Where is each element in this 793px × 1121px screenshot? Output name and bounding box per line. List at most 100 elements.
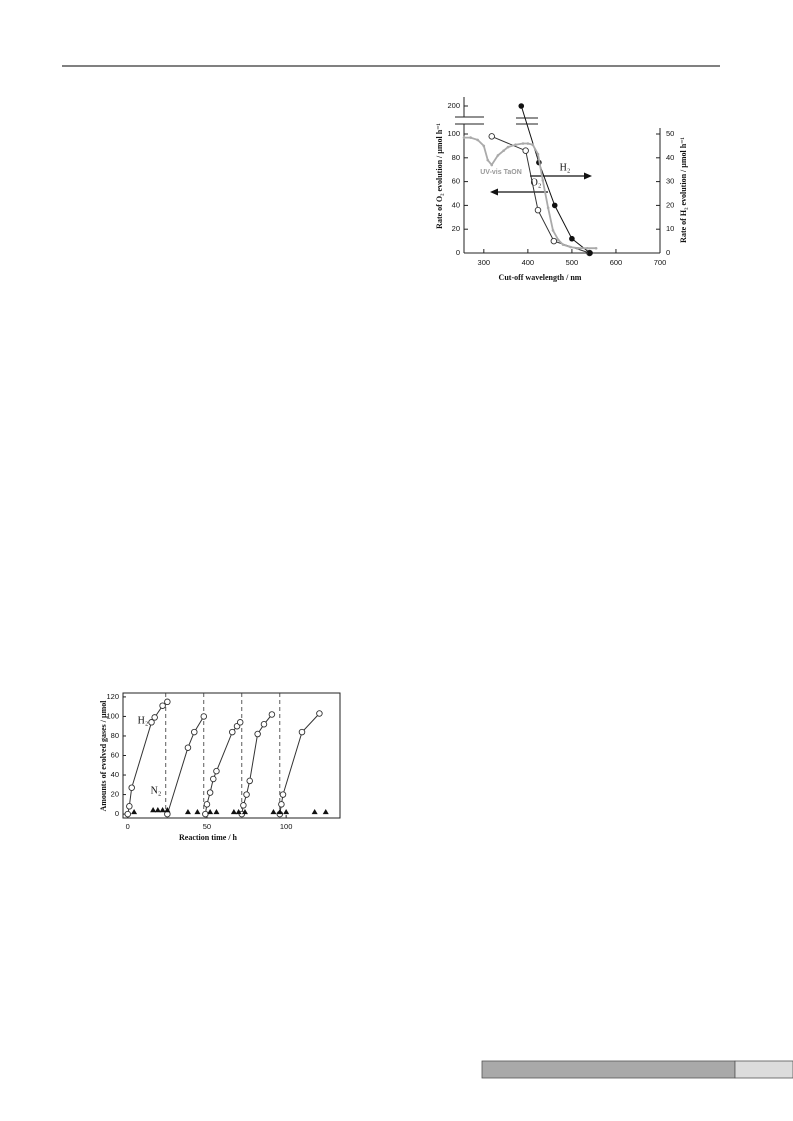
point <box>569 245 572 249</box>
x-tick-label: 100 <box>280 822 293 831</box>
point <box>260 721 268 728</box>
y-tick-label: 200 <box>447 101 460 110</box>
point <box>551 202 558 209</box>
point <box>128 784 135 791</box>
point <box>522 147 529 154</box>
arrow-head <box>490 188 498 196</box>
series-label: H₂ <box>560 162 571 173</box>
point <box>482 144 486 148</box>
y2-tick-label: 10 <box>666 224 674 233</box>
point <box>124 810 132 818</box>
point <box>283 808 290 815</box>
y-axis-title: Amounts of evolved gases / µmol <box>99 700 108 812</box>
y-tick-label: 40 <box>452 200 460 209</box>
point <box>536 152 540 156</box>
x-tick-label: 700 <box>654 258 667 267</box>
point <box>546 206 550 210</box>
point <box>526 142 530 145</box>
point <box>298 728 306 736</box>
point <box>569 235 575 242</box>
point <box>206 789 214 796</box>
point <box>556 238 560 242</box>
point <box>587 250 593 256</box>
point <box>159 702 166 709</box>
point <box>514 143 517 147</box>
point <box>541 179 545 182</box>
x-axis-title: Cut-off wavelength / nm <box>499 273 582 282</box>
point <box>213 767 220 775</box>
series-line <box>491 135 590 254</box>
chart-1: O₂ H₂ UV-vis TaON Cut-off wavelength / n… <box>435 97 688 282</box>
point <box>550 237 558 245</box>
point <box>586 246 589 250</box>
point <box>278 801 285 808</box>
point <box>164 698 171 706</box>
point <box>246 777 253 785</box>
plot-frame <box>122 692 341 819</box>
point <box>194 808 201 815</box>
point <box>561 243 565 246</box>
y-tick-label: 20 <box>452 224 460 233</box>
point <box>148 719 155 726</box>
point <box>531 143 535 147</box>
point <box>200 713 208 720</box>
series-label: UV-vis TaON <box>480 169 522 176</box>
point <box>191 728 198 736</box>
point <box>210 775 217 783</box>
x-tick-label: 300 <box>478 258 491 267</box>
point <box>518 103 525 109</box>
point <box>506 145 510 149</box>
point <box>241 808 248 815</box>
point <box>486 158 490 162</box>
chart-2: H₂ N₂ Reaction time / h Amounts of evolv… <box>99 692 341 842</box>
y-tick-label: 80 <box>111 731 119 740</box>
point <box>154 806 161 813</box>
x-tick-label: 50 <box>203 822 211 831</box>
point <box>551 229 555 232</box>
point <box>151 714 158 721</box>
y2-tick-label: 40 <box>666 153 674 162</box>
point <box>268 711 276 718</box>
point <box>521 142 525 145</box>
point <box>270 808 277 815</box>
point <box>488 133 495 140</box>
arrow-head <box>584 172 592 180</box>
series-label: N₂ <box>151 785 162 796</box>
footer-bar-end <box>734 1060 793 1079</box>
y2-tick-label: 20 <box>666 200 674 209</box>
point <box>126 803 133 810</box>
point <box>150 806 157 813</box>
point <box>469 136 472 139</box>
point <box>243 791 250 798</box>
y-tick-label: 80 <box>452 153 460 162</box>
y-tick-label: 0 <box>456 248 460 257</box>
y-tick-label: 100 <box>106 711 119 720</box>
y-tick-label: 100 <box>447 129 460 138</box>
x-tick-label: 600 <box>610 258 623 267</box>
x-tick-label: 500 <box>566 258 579 267</box>
point <box>213 808 220 815</box>
y-tick-label: 40 <box>111 770 119 779</box>
point <box>490 163 494 167</box>
series-label: H₂ <box>138 715 149 726</box>
point <box>254 730 261 738</box>
point <box>276 808 283 815</box>
y2-tick-label: 30 <box>666 177 674 186</box>
point <box>502 149 505 152</box>
point <box>236 719 244 726</box>
y-tick-label: 0 <box>115 809 119 818</box>
x-tick-label: 400 <box>522 258 535 267</box>
point <box>203 801 211 808</box>
y-tick-label: 120 <box>106 692 119 701</box>
y2-tick-label: 0 <box>666 248 670 257</box>
y-tick-label: 20 <box>111 790 119 799</box>
x-axis-title: Reaction time / h <box>179 833 238 842</box>
point <box>534 206 542 214</box>
point <box>496 154 500 157</box>
point <box>229 728 236 736</box>
y-tick-label: 60 <box>111 750 119 759</box>
y-tick-label: 60 <box>452 177 460 186</box>
point <box>230 808 237 815</box>
